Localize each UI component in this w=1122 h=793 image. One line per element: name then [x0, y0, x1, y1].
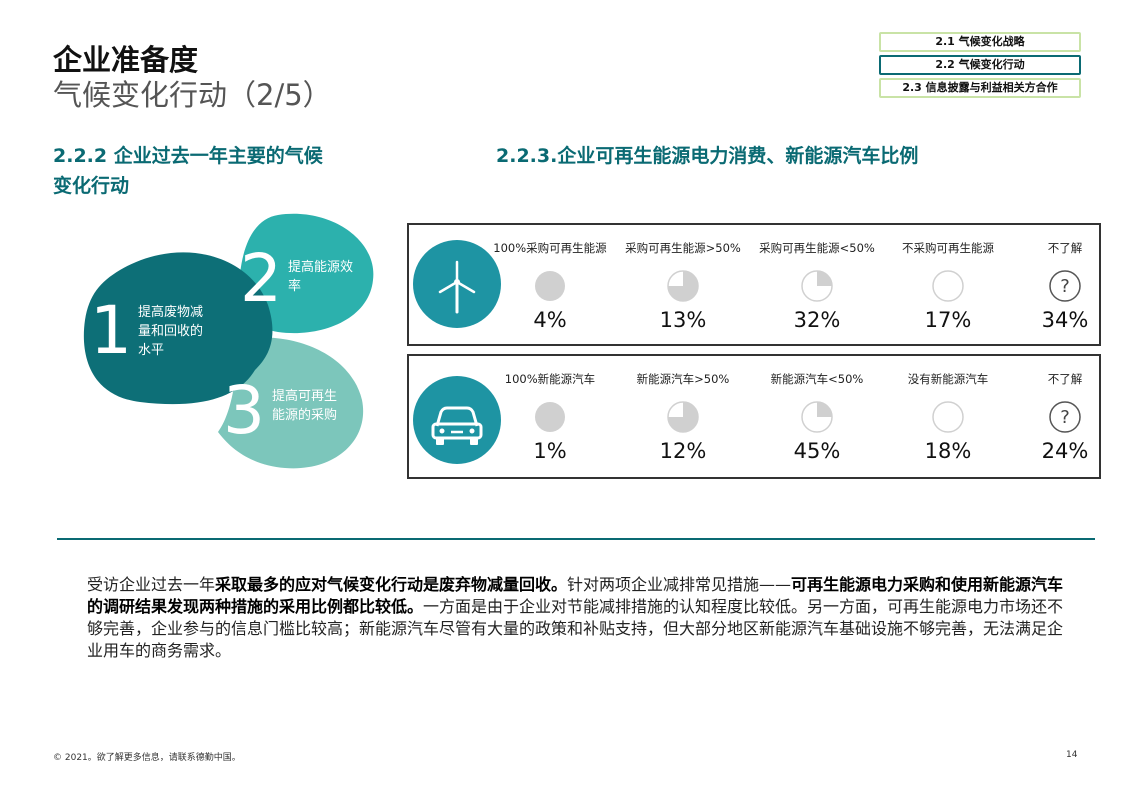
nev-col-100-value: 1% [533, 439, 567, 463]
nev-col-gt50: 新能源汽车>50% 12% [613, 371, 753, 463]
nev-col-none-label: 没有新能源汽车 [907, 372, 989, 386]
left-heading-line1: 2.2.2 企业过去一年主要的气候 [53, 145, 323, 167]
renewable-energy-panel: 100%采购可再生能源 4% 采购可再生能源>50% 13% 采购可再生能源<5… [407, 223, 1101, 346]
re-col-gt50-label: 采购可再生能源>50% [625, 241, 741, 255]
nav-item-climate-strategy[interactable]: 2.1 气候变化战略 [879, 32, 1081, 52]
petal-1-line2: 量和回收的 [138, 324, 204, 339]
three-quarter-circle-icon [667, 270, 699, 302]
re-col-lt50-label: 采购可再生能源<50% [759, 241, 875, 255]
re-col-100-label: 100%采购可再生能源 [493, 241, 607, 255]
petal-1-line1: 提高废物减 [138, 305, 204, 320]
right-section-heading: 2.2.3.企业可再生能源电力消费、新能源汽车比例 [496, 145, 919, 167]
quarter-circle-icon [801, 270, 833, 302]
petal-2-text: 提高能源效 率 [288, 258, 353, 296]
three-quarter-circle-icon [667, 401, 699, 433]
petal-2-number: 2 [240, 240, 282, 317]
car-icon [413, 376, 501, 464]
left-heading-line2: 变化行动 [53, 175, 130, 197]
re-col-100-value: 4% [533, 308, 567, 332]
nev-col-lt50-label: 新能源汽车<50% [770, 372, 864, 386]
re-col-gt50: 采购可再生能源>50% 13% [613, 240, 753, 332]
summary-text-1: 受访企业过去一年 [87, 575, 216, 594]
summary-text-2: 针对两项企业减排常见措施—— [567, 575, 792, 594]
re-col-100: 100%采购可再生能源 4% [480, 240, 620, 332]
nev-col-unknown-value: 24% [1041, 439, 1089, 463]
petals-svg [83, 213, 374, 469]
petal-3-line1: 提高可再生 [272, 389, 338, 404]
nev-col-gt50-value: 12% [659, 439, 707, 463]
petal-1-shape [83, 252, 273, 405]
nev-col-gt50-label: 新能源汽车>50% [636, 372, 730, 386]
re-col-none-label: 不采购可再生能源 [902, 241, 994, 255]
petal-2-line1: 提高能源效 [288, 260, 354, 275]
nev-col-100: 100%新能源汽车 1% [480, 371, 620, 463]
re-col-unknown-label: 不了解 [1047, 241, 1083, 255]
quarter-circle-icon [801, 401, 833, 433]
left-section-heading: 2.2.2 企业过去一年主要的气候 变化行动 [53, 141, 323, 201]
footer-copyright: © 2021。欲了解更多信息，请联系德勤中国。 [53, 753, 241, 763]
petal-3-text: 提高可再生 能源的采购 [272, 387, 337, 425]
page-subtitle: 气候变化行动（2/5） [53, 78, 332, 112]
full-circle-icon [534, 401, 566, 433]
svg-text:?: ? [1060, 407, 1070, 428]
wind-turbine-icon [413, 240, 501, 328]
petal-3-number: 3 [223, 372, 265, 449]
full-circle-icon [534, 270, 566, 302]
summary-bold-1: 采取最多的应对气候变化行动是废弃物减量回收。 [215, 575, 568, 594]
nev-col-unknown: 不了解 ? 24% [995, 371, 1122, 463]
nav-item-climate-action[interactable]: 2.2 气候变化行动 [879, 55, 1081, 75]
re-col-none: 不采购可再生能源 17% [878, 240, 1018, 332]
nev-col-none-value: 18% [924, 439, 972, 463]
petal-1-text: 提高废物减 量和回收的 水平 [138, 303, 203, 360]
page-title: 企业准备度 [53, 43, 199, 77]
petal-3-line2: 能源的采购 [272, 408, 338, 423]
nev-col-100-label: 100%新能源汽车 [504, 372, 596, 386]
svg-text:?: ? [1060, 276, 1070, 297]
petal-1-number: 1 [90, 292, 132, 369]
re-col-none-value: 17% [924, 308, 972, 332]
question-mark-icon: ? [1049, 401, 1081, 433]
page-number: 14 [1066, 750, 1078, 760]
nev-col-lt50-value: 45% [793, 439, 841, 463]
nav-item-disclosure[interactable]: 2.3 信息披露与利益相关方合作 [879, 78, 1081, 98]
question-mark-icon: ? [1049, 270, 1081, 302]
section-divider [57, 538, 1095, 540]
re-col-unknown: 不了解 ? 34% [995, 240, 1122, 332]
nev-col-unknown-label: 不了解 [1047, 372, 1083, 386]
summary-text-3: 一方面是由于企业对节能减排措施的认知程度比较低。另一方面，可再生能源电力市场还不… [87, 597, 1064, 660]
re-col-lt50-value: 32% [793, 308, 841, 332]
new-energy-vehicle-panel: 100%新能源汽车 1% 新能源汽车>50% 12% 新能源汽车<50% 45%… [407, 354, 1101, 479]
re-col-gt50-value: 13% [659, 308, 707, 332]
petal-1-line3: 水平 [138, 343, 165, 358]
nev-col-lt50: 新能源汽车<50% 45% [747, 371, 887, 463]
re-col-unknown-value: 34% [1041, 308, 1089, 332]
summary-paragraph: 受访企业过去一年采取最多的应对气候变化行动是废弃物减量回收。针对两项企业减排常见… [87, 574, 1077, 662]
empty-circle-icon [932, 270, 964, 302]
summary-bold-2: 可再生能源电力采购和使用新能源汽车的调研结果发现两种措施的采用比例都比较低。 [87, 575, 1064, 616]
petal-2-line2: 率 [288, 279, 302, 294]
re-col-lt50: 采购可再生能源<50% 32% [747, 240, 887, 332]
empty-circle-icon [932, 401, 964, 433]
nev-col-none: 没有新能源汽车 18% [878, 371, 1018, 463]
section-nav: 2.1 气候变化战略 2.2 气候变化行动 2.3 信息披露与利益相关方合作 [879, 32, 1081, 101]
climate-actions-graphic: 1 提高废物减 量和回收的 水平 2 提高能源效 率 3 提高可再生 能源的采购 [80, 210, 400, 480]
